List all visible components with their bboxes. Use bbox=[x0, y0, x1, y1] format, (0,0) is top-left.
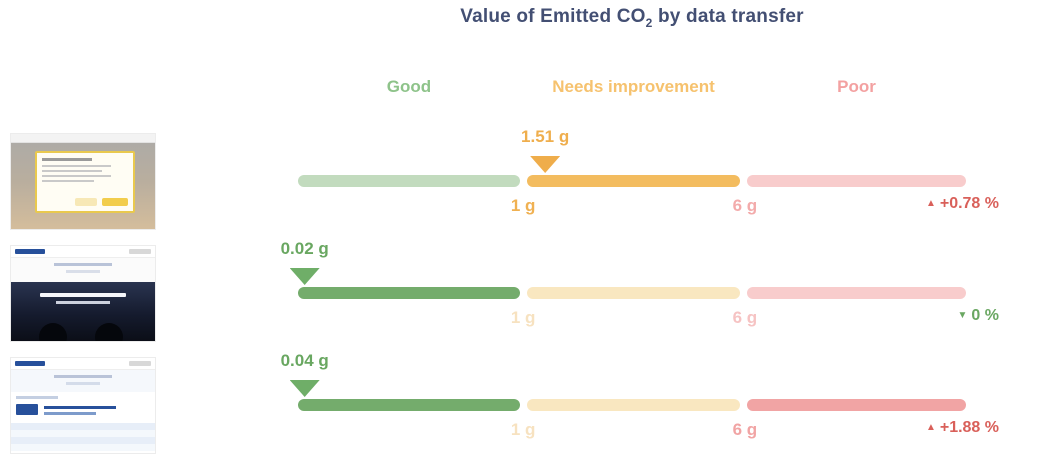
thumb1-text-line bbox=[42, 180, 94, 182]
threshold-label-1g: 1 g bbox=[510, 308, 536, 327]
threshold-bar bbox=[298, 399, 966, 411]
bar-segment-good bbox=[298, 399, 520, 411]
thumb3-table-row bbox=[11, 423, 155, 430]
change-value: +1.88 % bbox=[939, 419, 999, 436]
thumb3-text-line bbox=[44, 406, 116, 409]
legend-needs-improvement: Needs improvement bbox=[552, 77, 715, 96]
threshold-bar bbox=[298, 287, 966, 299]
thumb3-header-bar bbox=[11, 358, 155, 370]
legend-poor: Poor bbox=[837, 77, 876, 96]
bar-segment-poor bbox=[747, 175, 966, 187]
thumb3-table-row bbox=[11, 437, 155, 444]
co2-value: 0.02 g bbox=[280, 239, 329, 258]
bar-segment-needs-improvement bbox=[527, 175, 740, 187]
bar-segment-poor bbox=[747, 399, 966, 411]
threshold-label-1g: 1 g bbox=[510, 420, 536, 439]
threshold-label-6g: 6 g bbox=[732, 308, 758, 327]
thumb1-text-line bbox=[42, 170, 103, 172]
metric-row-2: 0.02 g 1 g 6 g ▼ 0 % bbox=[0, 237, 1046, 349]
change-value: 0 % bbox=[971, 307, 999, 324]
thumb2-header-icons bbox=[129, 249, 151, 254]
legend-good: Good bbox=[386, 77, 432, 96]
thumb3-text-line bbox=[54, 375, 112, 378]
thumb2-logo bbox=[15, 249, 45, 254]
thumb3-content bbox=[11, 392, 155, 453]
thumb3-text-line bbox=[65, 382, 101, 385]
value-marker-icon bbox=[289, 380, 320, 397]
title-subscript: 2 bbox=[645, 15, 653, 30]
bar-segment-good bbox=[298, 175, 520, 187]
thumb2-tire-image bbox=[39, 323, 67, 341]
thumb2-hero-headline bbox=[39, 293, 127, 297]
value-marker-icon bbox=[289, 268, 320, 285]
gauge-row-3: 0.04 g 1 g 6 g bbox=[281, 349, 966, 454]
page-title: Value of Emitted CO2 by data transfer bbox=[298, 6, 966, 30]
thumb2-text-line bbox=[54, 263, 112, 266]
thumb3-blue-button bbox=[16, 404, 38, 415]
thumb2-text-line bbox=[65, 270, 101, 273]
thumbnail-page-1[interactable] bbox=[10, 133, 156, 230]
thumb1-text-line bbox=[42, 165, 111, 167]
thumbnail-page-3[interactable] bbox=[10, 357, 156, 454]
trend-up-icon: ▲ bbox=[925, 422, 936, 433]
bar-segment-poor bbox=[747, 287, 966, 299]
change-indicator: ▲ +0.78 % bbox=[926, 195, 999, 213]
thumb1-text-line bbox=[42, 175, 111, 177]
thumb1-browser-bar bbox=[11, 134, 155, 143]
thumb2-tire-image bbox=[95, 323, 123, 341]
title-text: Value of Emitted CO bbox=[460, 6, 646, 27]
metric-row-1: 1.51 g 1 g 6 g ▲ +0.78 % bbox=[0, 125, 1046, 237]
threshold-bar bbox=[298, 175, 966, 187]
thumb3-banner bbox=[11, 370, 155, 392]
thumbnail-page-2[interactable] bbox=[10, 245, 156, 342]
change-value: +0.78 % bbox=[939, 195, 999, 212]
value-marker-icon bbox=[530, 156, 561, 173]
thumb2-promo-band bbox=[11, 258, 155, 282]
bar-segment-needs-improvement bbox=[527, 287, 740, 299]
threshold-label-1g: 1 g bbox=[510, 196, 536, 215]
thumb1-cookie-modal bbox=[35, 151, 135, 213]
thumb3-table-row bbox=[11, 430, 155, 437]
thumb3-table-row bbox=[11, 444, 155, 451]
trend-down-icon: ▼ bbox=[957, 310, 968, 321]
gauge-row-2: 0.02 g 1 g 6 g bbox=[281, 237, 966, 349]
thumb1-secondary-button bbox=[75, 198, 97, 206]
metric-row-3: 0.04 g 1 g 6 g ▲ +1.88 % bbox=[0, 349, 1046, 454]
thumb2-hero-subline bbox=[55, 301, 111, 304]
trend-up-icon: ▲ bbox=[925, 198, 936, 209]
thumb3-text-line bbox=[44, 412, 96, 415]
thumb3-logo bbox=[15, 361, 45, 366]
thumb3-header-icons bbox=[129, 361, 151, 366]
threshold-label-6g: 6 g bbox=[732, 420, 758, 439]
threshold-label-6g: 6 g bbox=[732, 196, 758, 215]
thumb1-primary-button bbox=[102, 198, 128, 206]
co2-value: 0.04 g bbox=[280, 351, 329, 370]
title-text-suffix: by data transfer bbox=[652, 6, 804, 27]
gauge-row-1: 1.51 g 1 g 6 g bbox=[298, 125, 966, 237]
bar-segment-needs-improvement bbox=[527, 399, 740, 411]
change-indicator: ▼ 0 % bbox=[958, 307, 999, 325]
thumb2-header-bar bbox=[11, 246, 155, 258]
thumb2-hero-image bbox=[11, 282, 155, 341]
change-indicator: ▲ +1.88 % bbox=[926, 419, 999, 437]
thumb1-modal-title bbox=[42, 158, 92, 161]
co2-value: 1.51 g bbox=[521, 127, 570, 146]
thumb3-breadcrumb bbox=[16, 396, 58, 399]
bar-segment-good bbox=[298, 287, 520, 299]
